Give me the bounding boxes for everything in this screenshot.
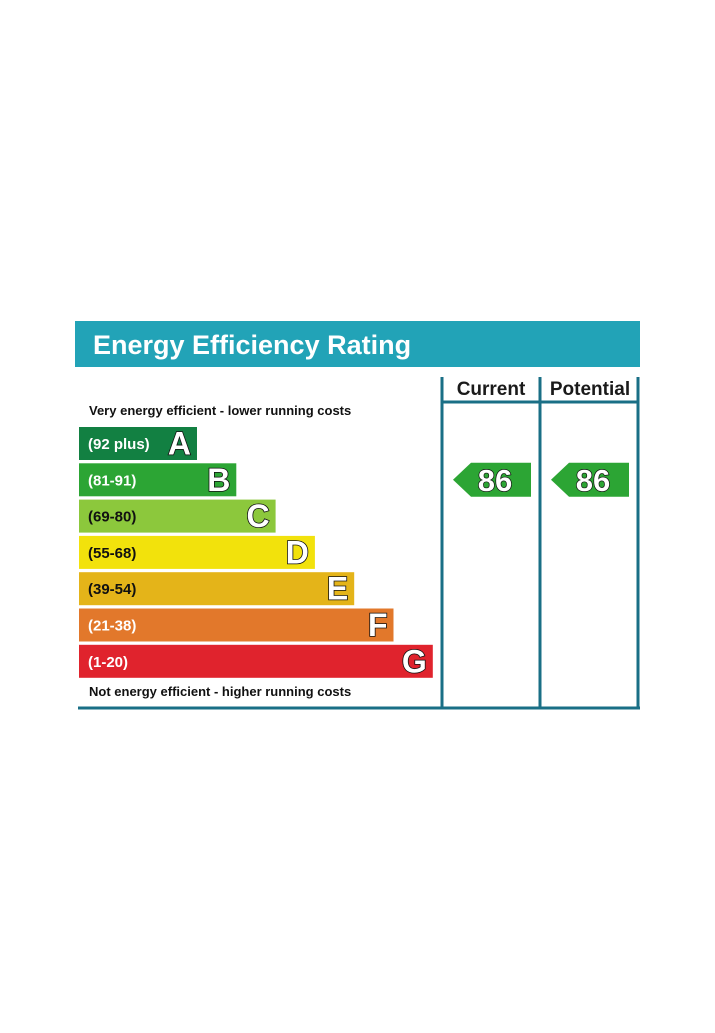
band-range-e: (39-54): [88, 581, 136, 598]
band-range-a: (92 plus): [88, 436, 150, 453]
column-header-current: Current: [457, 379, 526, 400]
band-bar-b: [79, 463, 237, 497]
rating-bands: (92 plus) A (81-91) B (69-80) C (55-68) D (39-54…: [79, 425, 433, 680]
band-bar-a: [79, 427, 197, 460]
band-letter-e: E: [327, 571, 348, 607]
band-bar-c: [79, 499, 276, 533]
band-letter-g: G: [402, 643, 427, 679]
band-bar-e: [79, 572, 355, 606]
bottom-caption: Not energy efficient - higher running co…: [89, 684, 351, 699]
chart-frame: [78, 377, 640, 710]
potential-rating-arrow: [551, 462, 629, 497]
band-letter-d: D: [286, 534, 309, 570]
band-bar-d: [79, 535, 315, 569]
band-range-d: (55-68): [88, 545, 136, 562]
potential-rating-value: 86: [576, 463, 610, 498]
top-caption: Very energy efficient - lower running co…: [89, 403, 351, 418]
header-banner: [75, 321, 640, 367]
band-range-b: (81-91): [88, 472, 136, 489]
current-rating-value: 86: [478, 463, 512, 498]
chart-title: Energy Efficiency Rating: [93, 330, 411, 360]
band-range-f: (21-38): [88, 618, 136, 635]
band-range-c: (69-80): [88, 509, 136, 526]
band-letter-a: A: [168, 426, 191, 462]
current-rating-arrow: [453, 462, 531, 497]
band-range-g: (1-20): [88, 654, 128, 671]
band-bar-f: [79, 608, 394, 642]
band-letter-b: B: [207, 462, 230, 498]
band-letter-c: C: [246, 498, 269, 534]
band-bar-g: [79, 644, 433, 678]
column-header-potential: Potential: [550, 379, 630, 400]
rating-arrows: 86 86: [453, 462, 629, 498]
band-letter-f: F: [368, 607, 388, 643]
